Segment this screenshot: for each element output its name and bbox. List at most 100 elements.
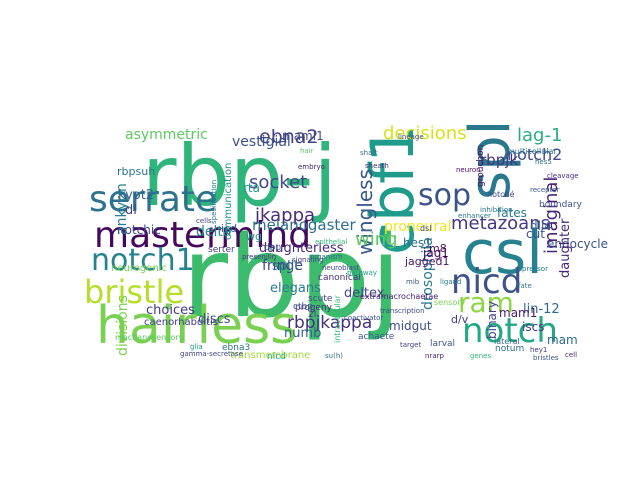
cloud-word: endocycle bbox=[547, 237, 608, 251]
cloud-word: neurogenic bbox=[111, 263, 167, 274]
cloud-word: wing bbox=[355, 229, 398, 250]
cloud-word: signaling bbox=[292, 256, 324, 264]
cloud-word: intracellular bbox=[333, 294, 342, 343]
cloud-word: sheath bbox=[365, 162, 389, 170]
cloud-word: cleavage bbox=[547, 172, 579, 180]
cloud-word: kyot2 bbox=[118, 188, 154, 203]
cloud-word: numb bbox=[284, 326, 321, 341]
cloud-word: m8 bbox=[429, 242, 447, 255]
cloud-word: larval bbox=[430, 339, 455, 349]
cloud-word: organism bbox=[310, 253, 343, 261]
cloud-word: melanogaster bbox=[252, 216, 357, 234]
cloud-word: fate bbox=[518, 282, 532, 290]
cloud-word: notch bbox=[462, 311, 558, 351]
cloud-word: achaete bbox=[358, 332, 395, 342]
cloud-word: notchic bbox=[117, 223, 161, 237]
cloud-word: neuron bbox=[456, 166, 481, 174]
cloud-word: discs bbox=[198, 312, 231, 327]
cloud-word: neuroblast bbox=[322, 264, 360, 272]
cloud-word: rbpjk bbox=[480, 151, 518, 169]
cloud-word: hes5 bbox=[535, 158, 552, 166]
cloud-word: nrarp bbox=[425, 352, 444, 360]
cloud-word: coactivator bbox=[344, 314, 383, 322]
cloud-word: boundary bbox=[539, 200, 583, 210]
cloud-word: cells bbox=[196, 217, 212, 225]
cloud-word: choices bbox=[146, 303, 195, 318]
cloud-word: ligand bbox=[440, 278, 462, 286]
cloud-word: notch2 bbox=[507, 145, 562, 164]
cloud-word: divisions bbox=[115, 295, 131, 356]
cloud-word: extramacrochaetae bbox=[360, 292, 438, 301]
cloud-word: dpp bbox=[264, 243, 281, 253]
cloud-word: split bbox=[272, 259, 299, 274]
cloud-word: jagged1 bbox=[404, 255, 450, 268]
cloud-word: jag1 bbox=[422, 246, 449, 260]
cloud-word: repressor bbox=[515, 265, 548, 273]
cloud-word: deltex bbox=[344, 286, 385, 301]
cloud-word: jkappa bbox=[254, 205, 315, 226]
cloud-word: midgut bbox=[389, 319, 432, 333]
cloud-word: shaft bbox=[360, 149, 378, 157]
cloud-word: transmembrane bbox=[230, 350, 310, 361]
cloud-word: icd bbox=[221, 222, 237, 235]
cloud-word: daughter bbox=[558, 218, 573, 278]
cloud-word: lineage bbox=[398, 133, 424, 141]
cloud-word: delta bbox=[196, 224, 231, 240]
cloud-word: maml1 bbox=[282, 129, 324, 143]
cloud-word: mastermind bbox=[94, 215, 311, 256]
cloud-word: daughterless bbox=[259, 241, 344, 256]
cloud-word: sop bbox=[418, 178, 471, 213]
cloud-word: ankyrin bbox=[114, 183, 130, 235]
cloud-word: serter bbox=[208, 245, 235, 255]
cloud-word: bristles bbox=[533, 354, 559, 362]
cloud-word: hairless bbox=[96, 296, 297, 356]
cloud-word: cell bbox=[565, 351, 577, 359]
cloud-word: notum bbox=[495, 344, 524, 354]
cloud-word: nlcd bbox=[267, 352, 286, 362]
cloud-word: target bbox=[400, 341, 422, 349]
cloud-word: rbpj bbox=[182, 213, 401, 343]
cloud-word: lag-1 bbox=[517, 125, 562, 146]
cloud-word: nicd bbox=[451, 262, 522, 302]
cloud-word: serrate bbox=[89, 179, 217, 220]
cloud-word: scute bbox=[308, 294, 333, 304]
cloud-word: notché bbox=[487, 189, 515, 199]
cloud-word: canonical bbox=[318, 273, 361, 283]
cloud-word: lin-12 bbox=[523, 302, 560, 317]
cloud-word: proneural bbox=[384, 219, 451, 235]
cloud-word: enhancer bbox=[458, 212, 491, 220]
cloud-word: binary bbox=[485, 301, 499, 339]
cloud-word: mib bbox=[406, 278, 420, 286]
cloud-word: rbp-j bbox=[142, 127, 337, 225]
cloud-word: decisions bbox=[383, 123, 467, 144]
cloud-word: gamma-secretase bbox=[180, 350, 243, 358]
cloud-word: su(h) bbox=[325, 352, 343, 360]
cloud-word: ram bbox=[458, 286, 514, 319]
cloud-word: communication bbox=[223, 163, 234, 240]
cloud-word: rta bbox=[243, 181, 260, 195]
cloud-word: d/v bbox=[451, 313, 469, 326]
cloud-word: bristle bbox=[84, 273, 184, 311]
cloud-word: cut bbox=[526, 227, 545, 241]
cloud-word: receptor bbox=[530, 186, 560, 194]
cloud-word: asymmetric bbox=[125, 127, 208, 143]
cloud-word: lateral bbox=[494, 337, 520, 346]
cloud-word: rbpjkappa bbox=[287, 313, 372, 333]
cloud-word: spl bbox=[458, 120, 523, 200]
cloud-word: mechanosensory bbox=[115, 333, 184, 342]
cloud-word: hes1 bbox=[403, 236, 432, 250]
cloud-word: metazoans bbox=[451, 213, 550, 234]
cloud-word: epithelial bbox=[315, 238, 347, 246]
cloud-word: dl bbox=[125, 203, 137, 218]
cloud-word: pathway bbox=[347, 269, 377, 277]
cloud-word: presenilin bbox=[242, 253, 276, 261]
cloud-word: drosophila bbox=[420, 237, 436, 310]
cloud-word: hey1 bbox=[530, 346, 547, 354]
cloud-word: mam bbox=[547, 333, 578, 347]
cloud-word: glia bbox=[190, 343, 203, 351]
cloud-word: specification bbox=[210, 180, 218, 224]
cloud-word: grouchon bbox=[476, 145, 486, 187]
cloud-word: caenorhabditis bbox=[144, 317, 218, 328]
cloud-word: progeny bbox=[295, 303, 333, 313]
